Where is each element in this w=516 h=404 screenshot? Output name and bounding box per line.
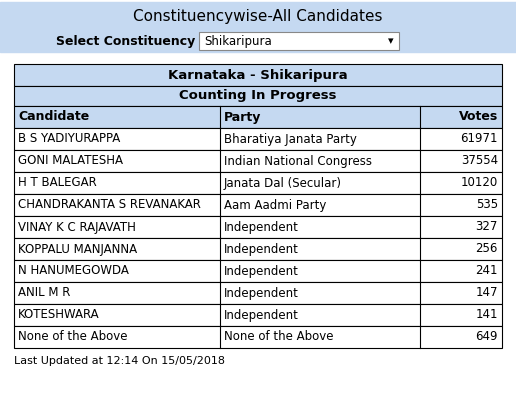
Text: 141: 141 — [476, 309, 498, 322]
Bar — [14, 194, 502, 216]
Text: Bharatiya Janata Party: Bharatiya Janata Party — [224, 133, 357, 145]
Bar — [199, 32, 399, 50]
Text: Select Constituency: Select Constituency — [56, 34, 195, 48]
Text: N HANUMEGOWDA: N HANUMEGOWDA — [18, 265, 129, 278]
Text: Candidate: Candidate — [18, 111, 89, 124]
Bar — [14, 238, 502, 260]
Bar — [14, 86, 502, 106]
Bar — [14, 282, 502, 304]
Text: Constituencywise-All Candidates: Constituencywise-All Candidates — [133, 8, 383, 23]
Text: 241: 241 — [476, 265, 498, 278]
Text: Independent: Independent — [224, 309, 299, 322]
Text: 256: 256 — [476, 242, 498, 255]
Bar — [14, 304, 502, 326]
Bar — [14, 64, 502, 86]
Text: Independent: Independent — [224, 265, 299, 278]
Text: Last Updated at 12:14 On 15/05/2018: Last Updated at 12:14 On 15/05/2018 — [14, 356, 225, 366]
Text: Counting In Progress: Counting In Progress — [179, 90, 337, 103]
Text: Votes: Votes — [459, 111, 498, 124]
Bar — [14, 326, 502, 348]
Text: ANIL M R: ANIL M R — [18, 286, 70, 299]
Text: ▾: ▾ — [388, 36, 394, 46]
Text: Independent: Independent — [224, 242, 299, 255]
Text: Aam Aadmi Party: Aam Aadmi Party — [224, 198, 327, 212]
Text: KOPPALU MANJANNA: KOPPALU MANJANNA — [18, 242, 137, 255]
Text: 649: 649 — [476, 330, 498, 343]
Text: 535: 535 — [476, 198, 498, 212]
Text: Independent: Independent — [224, 286, 299, 299]
Text: 147: 147 — [476, 286, 498, 299]
Text: H T BALEGAR: H T BALEGAR — [18, 177, 97, 189]
Text: GONI MALATESHA: GONI MALATESHA — [18, 154, 123, 168]
Text: Independent: Independent — [224, 221, 299, 234]
Bar — [14, 150, 502, 172]
Text: 327: 327 — [476, 221, 498, 234]
Text: VINAY K C RAJAVATH: VINAY K C RAJAVATH — [18, 221, 136, 234]
Text: 10120: 10120 — [461, 177, 498, 189]
Text: None of the Above: None of the Above — [224, 330, 333, 343]
Text: Indian National Congress: Indian National Congress — [224, 154, 372, 168]
Bar — [0, 30, 516, 52]
Bar — [14, 172, 502, 194]
Text: B S YADIYURAPPA: B S YADIYURAPPA — [18, 133, 120, 145]
Bar — [14, 128, 502, 150]
Bar — [0, 2, 516, 30]
Text: Janata Dal (Secular): Janata Dal (Secular) — [224, 177, 342, 189]
Bar — [14, 106, 502, 128]
Text: None of the Above: None of the Above — [18, 330, 127, 343]
Text: CHANDRAKANTA S REVANAKAR: CHANDRAKANTA S REVANAKAR — [18, 198, 201, 212]
Bar — [14, 260, 502, 282]
Text: 37554: 37554 — [461, 154, 498, 168]
Text: 61971: 61971 — [460, 133, 498, 145]
Text: KOTESHWARA: KOTESHWARA — [18, 309, 100, 322]
Text: Karnataka - Shikaripura: Karnataka - Shikaripura — [168, 69, 348, 82]
Text: Party: Party — [224, 111, 262, 124]
Bar — [14, 216, 502, 238]
Text: Shikaripura: Shikaripura — [204, 34, 272, 48]
